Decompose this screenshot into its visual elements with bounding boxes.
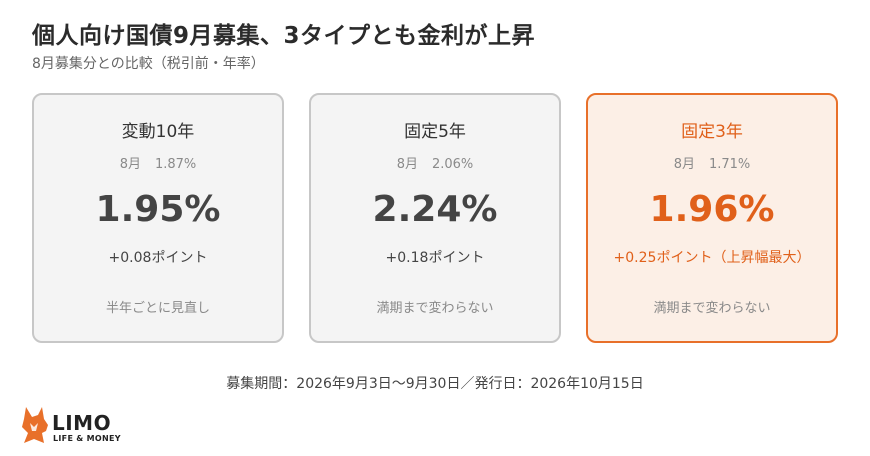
card-current-rate: 1.95% [95, 189, 221, 230]
card-current-rate: 1.96% [649, 189, 775, 230]
card-current-rate: 2.24% [372, 189, 498, 230]
card-title: 変動10年 [121, 122, 195, 142]
card-previous-rate: 8月 2.06% [311, 153, 559, 172]
previous-rate-value: 1.71% [708, 157, 751, 172]
card-note: 満期まで変わらない [376, 301, 494, 316]
card-previous-rate: 8月 1.87% [34, 153, 282, 172]
previous-rate-value: 2.06% [431, 157, 474, 172]
card-rate-change: +0.08ポイント [108, 250, 208, 266]
page-title: 個人向け国債9月募集、3タイプとも金利が上昇 [32, 23, 536, 49]
card-title: 固定3年 [681, 122, 743, 142]
logo-wordmark: LIMO [52, 411, 112, 435]
card-rate-change: +0.18ポイント [385, 250, 485, 266]
card-previous-rate: 8月 1.71% [588, 153, 836, 172]
card-note: 半年ごとに見直し [105, 301, 210, 316]
logo-tagline: LIFE & MONEY [53, 434, 121, 443]
previous-month-label: 8月 [673, 157, 695, 172]
previous-month-label: 8月 [119, 157, 141, 172]
page-subtitle: 8月募集分との比較（税引前・年率） [32, 56, 265, 72]
subscription-period: 募集期間：2026年9月3日〜9月30日／発行日：2026年10月15日 [226, 376, 644, 392]
card-note: 満期まで変わらない [653, 301, 771, 316]
fox-logo-icon [22, 407, 48, 443]
previous-month-label: 8月 [396, 157, 418, 172]
card-fixed-5y: 固定5年 8月 2.06% 2.24% +0.18ポイント 満期まで変わらない [309, 93, 561, 343]
previous-rate-value: 1.87% [154, 157, 197, 172]
card-rate-change: +0.25ポイント（上昇幅最大） [613, 250, 811, 266]
card-fixed-3y: 固定3年 8月 1.71% 1.96% +0.25ポイント（上昇幅最大） 満期まで… [586, 93, 838, 343]
rate-cards: 変動10年 8月 1.87% 1.95% +0.08ポイント 半年ごとに見直し 固… [32, 93, 838, 343]
limo-logo: LIMO LIFE & MONEY [20, 405, 130, 447]
card-title: 固定5年 [404, 122, 466, 142]
card-floating-10y: 変動10年 8月 1.87% 1.95% +0.08ポイント 半年ごとに見直し [32, 93, 284, 343]
